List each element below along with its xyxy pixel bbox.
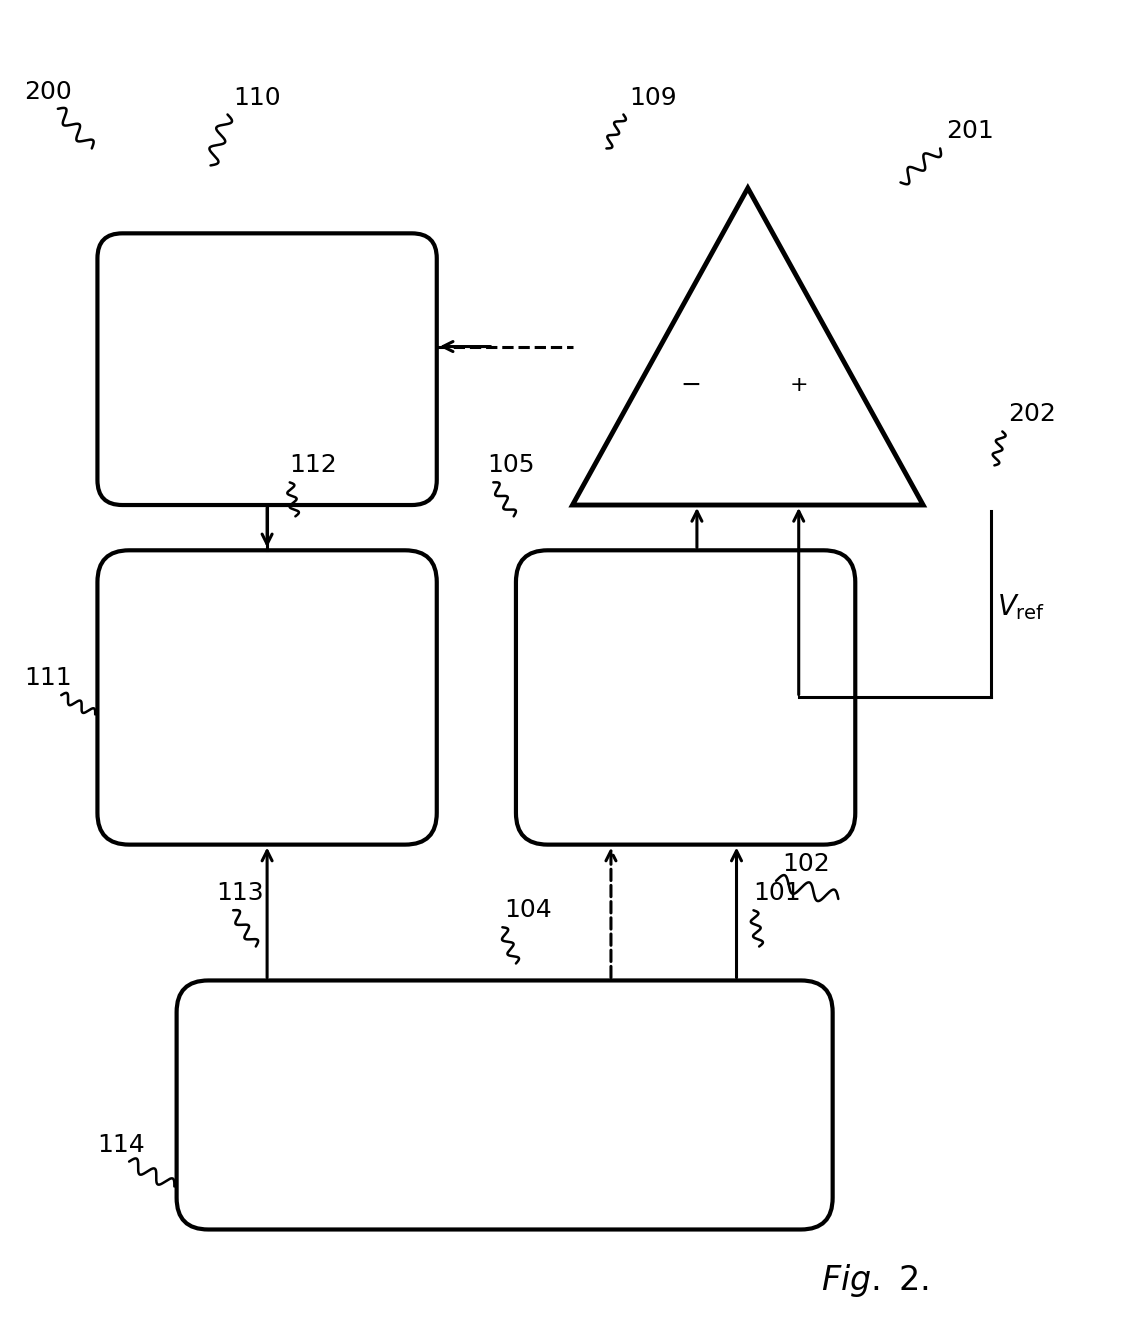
Text: 111: 111 [24, 666, 71, 690]
Text: 201: 201 [946, 119, 994, 143]
FancyBboxPatch shape [176, 981, 832, 1230]
Text: 202: 202 [1008, 402, 1056, 426]
FancyBboxPatch shape [97, 234, 436, 506]
Text: $V_{\mathrm{ref}}$: $V_{\mathrm{ref}}$ [996, 592, 1045, 622]
Text: 102: 102 [782, 852, 829, 876]
Text: 200: 200 [24, 80, 72, 104]
Text: +: + [789, 374, 808, 394]
FancyBboxPatch shape [516, 551, 855, 844]
Text: 109: 109 [629, 85, 677, 110]
Text: $\mathit{Fig.\ 2.}$: $\mathit{Fig.\ 2.}$ [821, 1262, 930, 1299]
Text: 110: 110 [234, 85, 281, 110]
Text: 101: 101 [753, 881, 802, 905]
Text: −: − [681, 373, 702, 397]
Text: 113: 113 [216, 881, 263, 905]
Text: 114: 114 [97, 1133, 145, 1157]
FancyBboxPatch shape [97, 551, 436, 844]
Text: 112: 112 [290, 454, 338, 478]
Text: 104: 104 [505, 898, 552, 922]
Text: 105: 105 [488, 454, 535, 478]
